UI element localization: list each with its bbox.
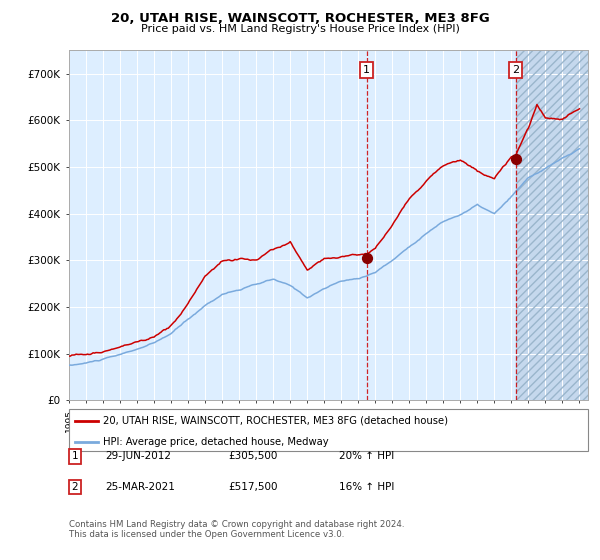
Text: £305,500: £305,500 (228, 451, 277, 461)
Text: 20% ↑ HPI: 20% ↑ HPI (339, 451, 394, 461)
Text: 1: 1 (71, 451, 79, 461)
Text: Price paid vs. HM Land Registry's House Price Index (HPI): Price paid vs. HM Land Registry's House … (140, 24, 460, 34)
Text: 29-JUN-2012: 29-JUN-2012 (105, 451, 171, 461)
Text: 1: 1 (363, 64, 370, 74)
Text: 2: 2 (512, 64, 519, 74)
Bar (515, 50, 600, 400)
Bar (515, 50, 600, 400)
Point (511, 155, 520, 164)
Text: 20, UTAH RISE, WAINSCOTT, ROCHESTER, ME3 8FG: 20, UTAH RISE, WAINSCOTT, ROCHESTER, ME3… (110, 12, 490, 25)
FancyBboxPatch shape (69, 409, 588, 451)
Text: HPI: Average price, detached house, Medway: HPI: Average price, detached house, Medw… (103, 437, 328, 446)
Text: 2: 2 (71, 482, 79, 492)
Text: Contains HM Land Registry data © Crown copyright and database right 2024.
This d: Contains HM Land Registry data © Crown c… (69, 520, 404, 539)
Text: 20, UTAH RISE, WAINSCOTT, ROCHESTER, ME3 8FG (detached house): 20, UTAH RISE, WAINSCOTT, ROCHESTER, ME3… (103, 416, 448, 426)
Point (362, 253, 371, 262)
Text: £517,500: £517,500 (228, 482, 277, 492)
Text: 16% ↑ HPI: 16% ↑ HPI (339, 482, 394, 492)
Text: 25-MAR-2021: 25-MAR-2021 (105, 482, 175, 492)
